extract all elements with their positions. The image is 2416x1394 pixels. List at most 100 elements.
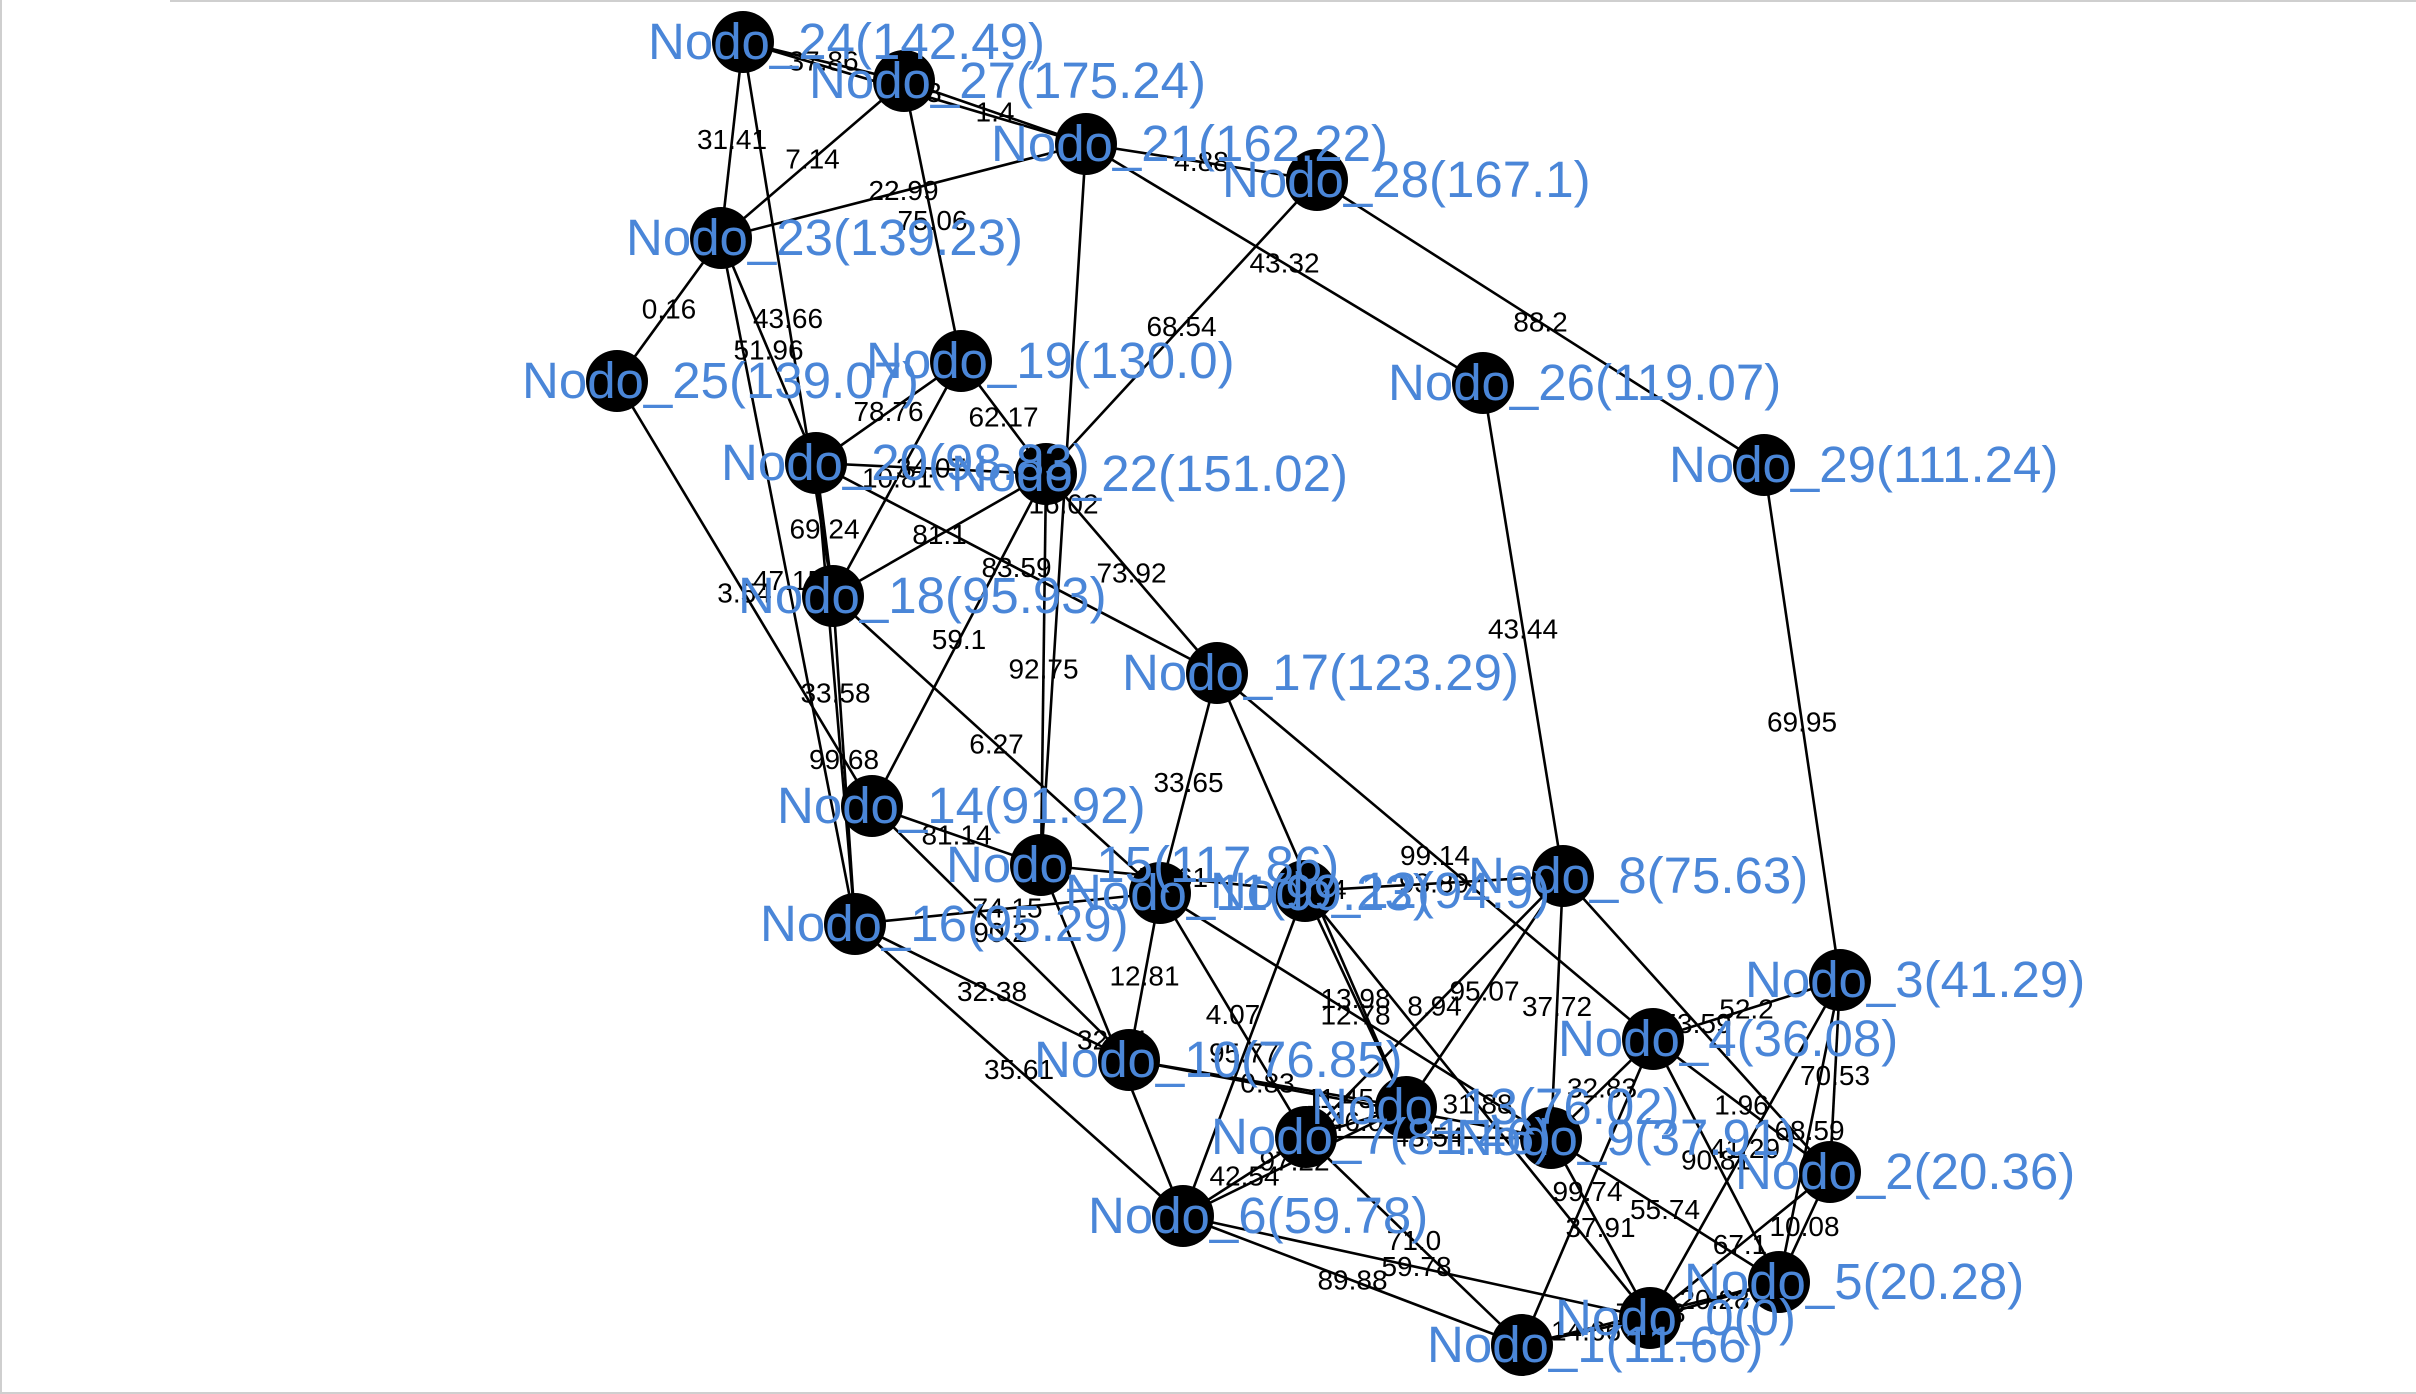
edge-weight-label: 73.92 [1096, 558, 1166, 589]
edge-28-29 [1316, 178, 1765, 467]
node-label-22: Nodo_22(151.02) [951, 445, 1348, 502]
edge-weight-label: 68.59 [1774, 1115, 1844, 1146]
edge-weight-label: 62.17 [968, 402, 1038, 433]
node-10[interactable] [1098, 1029, 1160, 1091]
node-1[interactable] [1491, 1314, 1553, 1376]
node-24[interactable] [712, 11, 774, 73]
node-22[interactable] [1015, 443, 1077, 505]
edge-27-23 [720, 80, 905, 239]
edge-12-13 [1303, 890, 1408, 1108]
node-label-4: Nodo_4(36.08) [1558, 1010, 1898, 1067]
node-2[interactable] [1799, 1141, 1861, 1203]
node-18[interactable] [802, 565, 864, 627]
node-label-3: Nodo_3(41.29) [1745, 951, 2085, 1008]
edge-weight-label: 68.54 [1146, 311, 1216, 342]
edge-weight-label: 46.0 [1329, 1106, 1384, 1137]
edge-22-15 [1039, 473, 1048, 866]
edge-weight-label: 67.1 [1713, 1229, 1768, 1260]
edge-14-10 [871, 805, 1130, 1061]
node-27[interactable] [873, 50, 935, 112]
node-label-25: Nodo_25(139.07) [522, 352, 919, 409]
node-29[interactable] [1733, 434, 1795, 496]
edge-weight-label: 37.91 [1565, 1212, 1635, 1243]
edge-weight-label: 10.81 [862, 463, 932, 494]
edge-weight-label: 6.27 [969, 729, 1024, 760]
node-15[interactable] [1010, 834, 1072, 896]
edge-9-0 [1549, 1137, 1652, 1319]
edge-weight-label: 12.78 [1320, 1000, 1390, 1031]
edge-weight-label: 0.16 [642, 294, 697, 325]
edge-11-9 [1159, 891, 1552, 1140]
node-28[interactable] [1286, 149, 1348, 211]
edge-weight-label: 35.61 [984, 1054, 1054, 1085]
node-13[interactable] [1375, 1076, 1437, 1138]
node-label-2: Nodo_2(20.36) [1735, 1143, 2075, 1200]
edge-8-26 [1481, 382, 1565, 877]
edge-weight-label: 90.81 [1681, 1145, 1751, 1176]
edge-weight-label: 75.06 [897, 205, 967, 236]
edge-weight-label: 7.14 [785, 144, 840, 175]
edge-weight-label: 37.72 [1522, 991, 1592, 1022]
edge-2-0 [1649, 1170, 1831, 1320]
edge-3-0 [1648, 979, 1842, 1319]
edge-weight-label: 59.78 [1381, 1251, 1451, 1282]
node-11[interactable] [1129, 862, 1191, 924]
edge-weight-label: 0.83 [1240, 1068, 1295, 1099]
node-17[interactable] [1186, 642, 1248, 704]
edge-weight-label: 32.83 [1567, 1073, 1637, 1104]
edge-weight-label: 41.29 [1710, 1133, 1780, 1164]
edge-9-5 [1550, 1136, 1780, 1284]
edge-weight-label: 99.74 [1552, 1176, 1622, 1207]
node-0[interactable] [1619, 1287, 1681, 1349]
node-21[interactable] [1055, 113, 1117, 175]
edge-weight-label: 8.94 [1407, 991, 1462, 1022]
edge-21-15 [1039, 143, 1088, 866]
edge-weight-label: 20.28 [1679, 1284, 1749, 1315]
edge-4-5 [1651, 1038, 1781, 1283]
edge-17-11 [1158, 672, 1219, 894]
edge-18-11 [832, 595, 1161, 894]
edge-21-26 [1085, 142, 1484, 385]
node-label-7: Nodo_7(81.46) [1211, 1108, 1551, 1165]
edge-weight-label: 59.1 [932, 624, 987, 655]
edge-weight-label: 4.88 [1174, 146, 1229, 177]
edge-17-4 [1216, 672, 1654, 1040]
node-label-28: Nodo_28(167.1) [1222, 151, 1591, 208]
edge-8-9 [1549, 875, 1565, 1139]
edge-18-16 [831, 595, 857, 925]
node-16[interactable] [824, 893, 886, 955]
node-12[interactable] [1274, 860, 1336, 922]
edge-weight-label: 31.41 [697, 124, 767, 155]
edge-16-10 [854, 922, 1130, 1062]
edge-weight-label: 95.07 [1449, 976, 1519, 1007]
node-7[interactable] [1275, 1106, 1337, 1168]
edge-weight-label: 37.86 [788, 46, 858, 77]
node-19[interactable] [930, 330, 992, 392]
edge-weight-label: 42.54 [1209, 1161, 1279, 1192]
node-26[interactable] [1452, 352, 1514, 414]
node-14[interactable] [841, 775, 903, 837]
edge-weight-label: 89.88 [1317, 1265, 1387, 1296]
node-20[interactable] [785, 432, 847, 494]
node-25[interactable] [586, 350, 648, 412]
node-3[interactable] [1809, 949, 1871, 1011]
node-label-6: Nodo_6(59.78) [1088, 1187, 1428, 1244]
edge-3-29 [1762, 464, 1842, 981]
node-6[interactable] [1152, 1185, 1214, 1247]
edge-22-18 [832, 472, 1047, 598]
node-23[interactable] [690, 207, 752, 269]
node-label-21: Nodo_21(162.22) [991, 115, 1388, 172]
edge-weight-label: 88.2 [1513, 307, 1568, 338]
node-5[interactable] [1748, 1251, 1810, 1313]
node-label-26: Nodo_26(119.07) [1388, 354, 1781, 411]
node-8[interactable] [1532, 845, 1594, 907]
node-9[interactable] [1520, 1107, 1582, 1169]
node-label-13: Nodo_13(76.02) [1311, 1078, 1680, 1135]
edge-20-22 [815, 461, 1047, 476]
edge-weight-label: 95.77 [1209, 1038, 1279, 1069]
node-label-10: Nodo_10(76.85) [1034, 1031, 1403, 1088]
edge-weight-label: 99.14 [1400, 840, 1470, 871]
node-label-11: Nodo_11(99.23) [1065, 864, 1430, 921]
node-4[interactable] [1622, 1008, 1684, 1070]
